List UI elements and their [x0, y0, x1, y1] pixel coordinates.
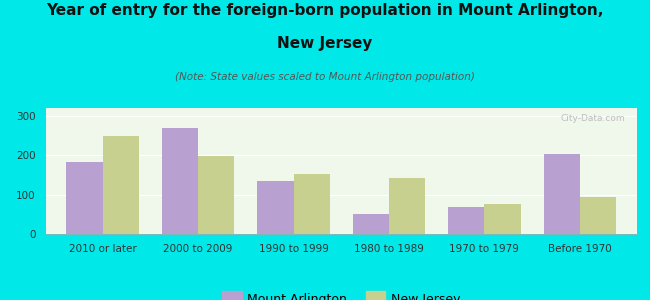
Bar: [257, 181, 294, 234]
Bar: [162, 128, 198, 234]
Text: (Note: State values scaled to Mount Arlington population): (Note: State values scaled to Mount Arli…: [175, 72, 475, 82]
Bar: [353, 214, 389, 234]
Bar: [66, 162, 103, 234]
Bar: [389, 178, 425, 234]
Bar: [484, 204, 521, 234]
Text: New Jersey: New Jersey: [278, 36, 372, 51]
Bar: [543, 154, 580, 234]
Bar: [103, 136, 139, 234]
Bar: [448, 207, 484, 234]
Bar: [198, 156, 235, 234]
Bar: [580, 197, 616, 234]
Bar: [294, 174, 330, 234]
Legend: Mount Arlington, New Jersey: Mount Arlington, New Jersey: [217, 288, 465, 300]
Text: Year of entry for the foreign-born population in Mount Arlington,: Year of entry for the foreign-born popul…: [46, 3, 604, 18]
Text: City-Data.com: City-Data.com: [560, 114, 625, 123]
